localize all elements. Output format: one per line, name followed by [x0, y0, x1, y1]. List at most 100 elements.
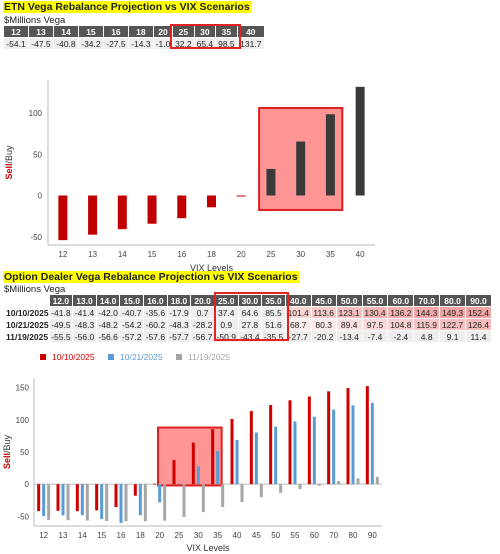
dealer-row-label: 10/21/2025: [3, 318, 50, 331]
dealer-bar: [279, 484, 283, 493]
dealer-table-cell: 152.4: [464, 306, 493, 319]
etn-table-cell: -54.1: [3, 37, 29, 50]
dealer-x-tick-label: 13: [59, 531, 68, 540]
dealer-table-cell: -2.4: [387, 330, 415, 343]
dealer-table-header: 13.0: [72, 294, 97, 307]
dealer-x-tick-label: 45: [252, 531, 261, 540]
dealer-table-header: 40.0: [284, 294, 312, 307]
dealer-table-cell: 0.9: [213, 318, 239, 331]
dealer-bar: [163, 484, 167, 521]
etn-x-tick-label: 30: [296, 250, 305, 259]
dealer-table-cell: -56.0: [72, 330, 97, 343]
dealer-bar: [293, 421, 297, 485]
etn-table: 12 13 14 15 16 18 20 25 30 35 40 -54.1 -47.5 -40.8 -3…: [3, 25, 266, 50]
dealer-table-cell: 149.3: [439, 306, 466, 319]
etn-bar: [207, 195, 216, 208]
dealer-table-cell: 101.4: [284, 306, 312, 319]
etn-x-tick-label: 20: [237, 250, 246, 259]
dealer-x-tick-label: 20: [155, 531, 164, 540]
dealer-table-header: 60.0: [387, 294, 415, 307]
dealer-y-axis-label: Sell/Buy: [2, 434, 12, 469]
dealer-bar: [346, 388, 350, 485]
dealer-bar: [356, 478, 360, 485]
dealer-table-cell: -7.4: [361, 330, 389, 343]
dealer-table-cell: 80.3: [310, 318, 337, 331]
dealer-table-cell: -48.3: [72, 318, 97, 331]
etn-y-tick-label: 50: [33, 150, 42, 159]
dealer-bar: [317, 484, 321, 486]
dealer-bar: [119, 484, 123, 523]
legend-label: 11/19/2025: [188, 352, 230, 362]
etn-bar: [325, 114, 335, 196]
dealer-bar: [370, 402, 374, 485]
dealer-table-header: 50.0: [335, 294, 363, 307]
dealer-bar: [274, 426, 278, 485]
legend-label: 10/21/2025: [120, 352, 163, 362]
dealer-table-cell: 130.4: [361, 306, 389, 319]
dealer-bar: [249, 411, 253, 485]
dealer-row-label: 11/19/2025: [3, 330, 50, 343]
dealer-bar: [75, 484, 79, 512]
dealer-table-row: 11/19/2025 -55.5 -56.0 -56.6 -57.2 -57.6 -57.7…: [3, 330, 493, 343]
dealer-bar: [307, 396, 311, 485]
dealer-table-cell: 11.4: [464, 330, 493, 343]
dealer-table-cell: -43.4: [237, 330, 263, 343]
etn-table-cell: -14.3: [127, 37, 154, 50]
dealer-table-header: 14.0: [95, 294, 121, 307]
dealer-x-tick-label: 60: [310, 531, 319, 540]
etn-y-tick-label: -50: [30, 233, 42, 242]
dealer-table-cell: -56.6: [95, 330, 121, 343]
dealer-title: Option Dealer Vega Rebalance Projection …: [3, 271, 299, 283]
etn-bar: [88, 195, 98, 235]
dealer-y-tick-label: 100: [16, 416, 30, 425]
dealer-table-cell: -48.2: [95, 318, 121, 331]
etn-x-tick-label: 35: [326, 250, 335, 259]
dealer-table-cell: -17.9: [166, 306, 192, 319]
etn-table-cell: -27.5: [102, 37, 129, 50]
etn-x-tick-label: 13: [88, 250, 97, 259]
dealer-table-cell: -42.0: [95, 306, 121, 319]
dealer-bar: [201, 484, 205, 513]
dealer-table-cell: -35.5: [261, 330, 286, 343]
dealer-bar: [259, 484, 263, 498]
dealer-table-cell: -41.4: [72, 306, 97, 319]
dealer-table-header: 15.0: [119, 294, 145, 307]
etn-y-axis-label: Sell/Buy: [4, 145, 14, 180]
legend-swatch: [40, 354, 46, 360]
dealer-table-header: 35.0: [261, 294, 286, 307]
etn-x-tick-label: 16: [177, 250, 186, 259]
etn-bar: [296, 141, 306, 196]
etn-table-header: 15: [77, 25, 104, 38]
dealer-row-label: 10/10/2025: [3, 306, 50, 319]
dealer-bar: [153, 483, 157, 485]
etn-table-cell: 32.2: [172, 37, 195, 50]
dealer-bar: [196, 466, 200, 485]
dealer-x-tick-label: 80: [349, 531, 358, 540]
dealer-x-tick-label: 25: [175, 531, 184, 540]
etn-bar: [58, 195, 68, 241]
etn-title: ETN Vega Rebalance Projection vs VIX Sce…: [3, 1, 251, 13]
dealer-table-cell: -35.6: [143, 306, 168, 319]
dealer-table-cell: -27.7: [284, 330, 312, 343]
dealer-table-header: 55.0: [361, 294, 389, 307]
dealer-table-cell: -57.7: [166, 330, 192, 343]
etn-x-tick-label: 14: [118, 250, 127, 259]
dealer-y-tick-label: 0: [25, 480, 30, 489]
dealer-table-cell: 115.9: [413, 318, 441, 331]
dealer-table-header: 90.0: [464, 294, 493, 307]
etn-y-tick-label: 0: [38, 192, 43, 201]
dealer-table-cell: 68.7: [284, 318, 312, 331]
etn-table-cell: 98.5: [215, 37, 238, 50]
dealer-table-cell: -13.4: [335, 330, 363, 343]
dealer-bar: [172, 460, 176, 485]
dealer-bar: [61, 484, 65, 516]
dealer-table-cell: 97.5: [361, 318, 389, 331]
dealer-x-tick-label: 35: [213, 531, 222, 540]
dealer-bar: [191, 442, 195, 485]
dealer-table-header: 18.0: [166, 294, 192, 307]
dealer-bar: [254, 432, 258, 485]
etn-x-tick-label: 18: [207, 250, 216, 259]
etn-bar: [147, 195, 157, 224]
dealer-bar: [337, 481, 341, 485]
etn-table-header: 18: [127, 25, 154, 38]
